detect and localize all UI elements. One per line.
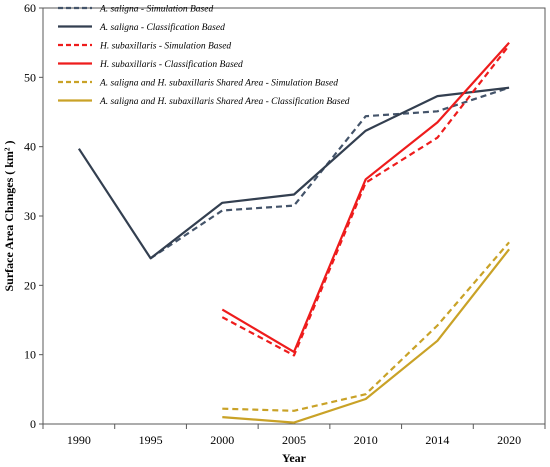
plot-area — [42, 7, 546, 425]
legend-suffix: - Simulation Based — [139, 5, 214, 15]
legend-suffix: Shared Area - Classification Based — [214, 96, 350, 107]
series-line-3 — [221, 44, 510, 357]
y-axis-title: Surface Area Changes ( km² ) — [2, 140, 16, 291]
y-tick-label: 30 — [24, 209, 36, 223]
x-tick-label: 1995 — [139, 433, 163, 447]
series-line-4 — [221, 41, 510, 353]
x-tick-label: 1990 — [67, 433, 91, 447]
y-tick-label: 60 — [24, 1, 36, 15]
x-tick-label: 2010 — [354, 433, 378, 447]
plot-border — [42, 7, 546, 425]
legend-species: A. saligna and H. subaxillaris — [99, 79, 214, 89]
legend-entry-3: H. subaxillaris - Simulation Based — [99, 42, 231, 52]
series-lines — [77, 41, 510, 424]
x-tick-label: 2014 — [425, 433, 449, 447]
x-tick-label: 2020 — [497, 433, 521, 447]
legend-entry-5: A. saligna and H. subaxillaris Shared Ar… — [99, 79, 338, 89]
legend-suffix: - Classification Based — [156, 59, 243, 70]
x-tick-label: 2000 — [210, 433, 234, 447]
y-tick-label: 50 — [24, 70, 36, 84]
legend-entry-6: A. saligna and H. subaxillaris Shared Ar… — [99, 96, 350, 107]
legend-species: A. saligna — [99, 5, 139, 15]
legend-suffix: Shared Area - Simulation Based — [214, 79, 338, 89]
x-tick-label: 2005 — [282, 433, 306, 447]
y-tick-label: 10 — [24, 348, 36, 362]
legend-entry-2: A. saligna - Classification Based — [99, 22, 225, 33]
y-axis: 0 10 20 30 40 50 60 — [24, 1, 43, 431]
legend-suffix: - Simulation Based — [156, 42, 231, 52]
x-axis: 1990 1995 2000 2005 2010 2014 2020 — [42, 424, 546, 447]
series-line-1 — [149, 86, 510, 260]
legend-suffix: - Classification Based — [139, 22, 226, 33]
x-axis-title: Year — [282, 451, 307, 465]
legend-species: A. saligna — [99, 23, 139, 33]
legend-entry-4: H. subaxillaris - Classification Based — [99, 59, 243, 70]
series-line-6 — [222, 248, 510, 424]
legend-species: H. subaxillaris — [99, 42, 157, 52]
legend-entry-1: A. saligna - Simulation Based — [99, 5, 213, 15]
y-tick-label: 20 — [24, 278, 36, 292]
series-line-5 — [222, 241, 510, 412]
series-line-2 — [77, 86, 510, 260]
legend-species: H. subaxillaris — [99, 60, 157, 70]
y-tick-label: 0 — [30, 417, 36, 431]
y-tick-label: 40 — [24, 140, 36, 154]
legend-species: A. saligna and H. subaxillaris — [99, 97, 214, 107]
